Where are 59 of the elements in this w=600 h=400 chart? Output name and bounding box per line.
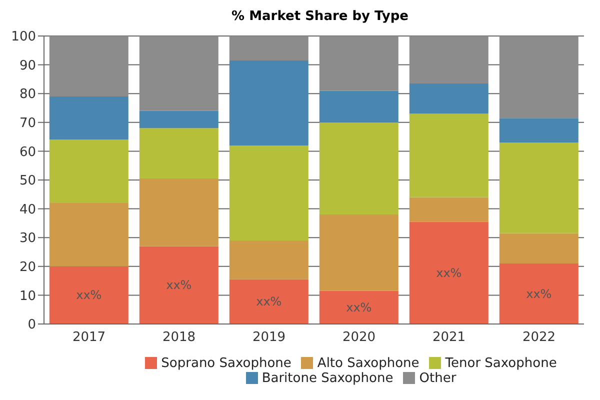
y-tick-label: 30 xyxy=(19,231,36,246)
y-tick-label: 70 xyxy=(19,116,36,132)
y-tick-label: 10 xyxy=(19,288,36,304)
bar xyxy=(409,36,488,84)
legend-label: Alto Saxophone xyxy=(317,356,420,371)
bar xyxy=(499,142,578,234)
data-label: xx% xyxy=(166,278,192,292)
y-tick-label: 0 xyxy=(28,318,36,333)
data-label: xx% xyxy=(346,300,372,314)
x-tick-label: 2017 xyxy=(72,330,106,346)
bar xyxy=(49,203,128,266)
bar xyxy=(409,222,488,324)
bar xyxy=(499,36,578,118)
x-tick-label: 2019 xyxy=(252,330,286,346)
bar xyxy=(139,178,218,246)
x-tick-label: 2022 xyxy=(522,330,556,346)
x-tick-label: 2021 xyxy=(432,330,466,346)
bar xyxy=(409,114,488,198)
y-tick-label: 80 xyxy=(19,87,36,102)
bar xyxy=(499,118,578,143)
y-tick-label: 20 xyxy=(19,260,36,276)
bar xyxy=(49,36,128,96)
bar xyxy=(229,240,308,280)
bar xyxy=(319,36,398,91)
y-tick-label: 90 xyxy=(19,58,36,74)
bar xyxy=(319,290,398,324)
data-label: xx% xyxy=(526,286,552,301)
chart-title: % Market Share by Type xyxy=(230,8,410,26)
y-tick-label: 50 xyxy=(19,174,36,189)
y-tick-label: 60 xyxy=(19,144,36,160)
bar xyxy=(409,84,488,114)
x-tick-label: 2020 xyxy=(342,330,376,346)
bar xyxy=(139,110,218,128)
bar xyxy=(499,233,578,264)
y-tick-label: 40 xyxy=(19,202,36,218)
legend-label: Baritone Saxophone xyxy=(262,371,394,386)
bar xyxy=(229,145,308,240)
data-label: xx% xyxy=(436,266,462,280)
bar xyxy=(139,36,218,111)
data-label: xx% xyxy=(256,294,282,309)
bar xyxy=(229,279,308,324)
bar xyxy=(319,90,398,122)
bar xyxy=(409,197,488,222)
bar xyxy=(139,128,218,179)
bar xyxy=(139,246,218,324)
bar xyxy=(319,214,398,291)
y-tick-label: 100 xyxy=(11,30,36,45)
legend-label: Soprano Saxophone xyxy=(161,356,292,371)
bar xyxy=(49,266,128,324)
legend-label: Other xyxy=(419,371,456,386)
bar xyxy=(49,140,128,204)
legend-label: Tenor Saxophone xyxy=(445,356,557,371)
bar xyxy=(229,60,308,146)
bar xyxy=(499,264,578,324)
bar xyxy=(49,96,128,140)
bar xyxy=(229,36,308,60)
bar xyxy=(319,122,398,215)
x-tick-label: 2018 xyxy=(162,330,196,346)
data-label: xx% xyxy=(76,288,102,302)
